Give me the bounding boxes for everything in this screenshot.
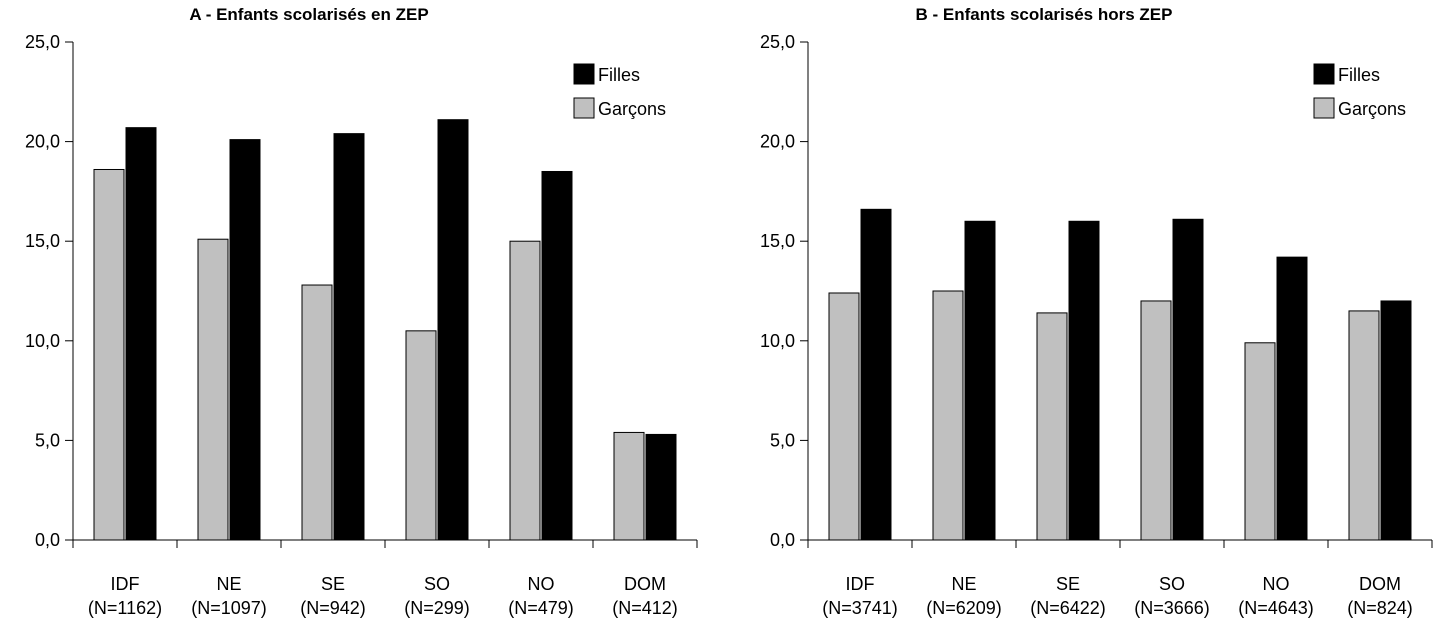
x-category-count: (N=6422) (1030, 598, 1106, 618)
y-tick-label: 0,0 (770, 530, 795, 550)
bar-garcons-so (405, 330, 437, 541)
bar-garcons-ne (932, 290, 964, 541)
chart-panel-b: B - Enfants scolarisés hors ZEP 0,0 5,0 10,… (760, 5, 1433, 618)
bar-filles-idf (860, 208, 892, 541)
x-category-count: (N=824) (1347, 598, 1413, 618)
y-tick-label: 20,0 (25, 132, 60, 152)
bar-garcons-no (1244, 342, 1276, 541)
bar-garcons-idf (828, 292, 860, 541)
bar-garcons-dom (613, 431, 645, 541)
bar-garcons-idf (93, 168, 125, 541)
legend-swatch-garcons (1313, 97, 1335, 119)
bar-filles-se (333, 133, 365, 541)
x-category-label: IDF (846, 574, 875, 594)
bar-garcons-no (509, 240, 541, 541)
x-category-label: SE (1056, 574, 1080, 594)
x-category-count: (N=412) (612, 598, 678, 618)
x-category-label: SO (424, 574, 450, 594)
x-category-label: NE (951, 574, 976, 594)
y-tick-label: 0,0 (35, 530, 60, 550)
y-tick-label: 5,0 (770, 430, 795, 450)
y-tick-label: 25,0 (760, 32, 795, 52)
bar-garcons-se (1036, 312, 1068, 541)
legend-swatch-garcons (573, 97, 595, 119)
y-tick-label: 10,0 (760, 331, 795, 351)
x-category-count: (N=942) (300, 598, 366, 618)
bar-filles-idf (125, 127, 157, 541)
y-tick-label: 15,0 (760, 231, 795, 251)
x-category-count: (N=1097) (191, 598, 267, 618)
x-category-count: (N=299) (404, 598, 470, 618)
bar-filles-se (1068, 220, 1100, 541)
bar-garcons-se (301, 284, 333, 541)
legend-label-filles: Filles (598, 65, 640, 85)
legend-label-garcons: Garçons (1338, 99, 1406, 119)
legend-label-filles: Filles (1338, 65, 1380, 85)
x-category-count: (N=4643) (1238, 598, 1314, 618)
bar-filles-no (541, 170, 573, 541)
x-category-label: SO (1159, 574, 1185, 594)
bar-garcons-dom (1348, 310, 1380, 541)
y-tick-label: 25,0 (25, 32, 60, 52)
bar-filles-ne (229, 139, 261, 541)
legend-label-garcons: Garçons (598, 99, 666, 119)
bar-filles-so (437, 119, 469, 541)
x-category-label: DOM (624, 574, 666, 594)
legend-swatch-filles (573, 63, 595, 85)
bar-filles-dom (1380, 300, 1412, 541)
y-tick-label: 10,0 (25, 331, 60, 351)
bar-garcons-ne (197, 238, 229, 541)
bar-filles-ne (964, 220, 996, 541)
x-category-count: (N=3741) (822, 598, 898, 618)
y-tick-label: 5,0 (35, 430, 60, 450)
x-category-label: DOM (1359, 574, 1401, 594)
x-category-label: SE (321, 574, 345, 594)
bar-garcons-so (1140, 300, 1172, 541)
chart-title: B - Enfants scolarisés hors ZEP (916, 5, 1173, 24)
x-category-label: NO (528, 574, 555, 594)
x-category-label: IDF (111, 574, 140, 594)
x-category-count: (N=6209) (926, 598, 1002, 618)
bar-filles-no (1276, 256, 1308, 541)
legend-swatch-filles (1313, 63, 1335, 85)
x-category-count: (N=3666) (1134, 598, 1210, 618)
x-category-label: NE (216, 574, 241, 594)
y-tick-label: 15,0 (25, 231, 60, 251)
bar-filles-dom (645, 433, 677, 541)
x-category-count: (N=479) (508, 598, 574, 618)
x-category-count: (N=1162) (88, 598, 162, 618)
x-category-label: NO (1263, 574, 1290, 594)
chart-panel-a: A - Enfants scolarisés en ZEP 0,0 5,0 10,0 1… (25, 5, 698, 618)
bar-filles-so (1172, 218, 1204, 541)
chart-title: A - Enfants scolarisés en ZEP (189, 5, 428, 24)
y-tick-label: 20,0 (760, 132, 795, 152)
